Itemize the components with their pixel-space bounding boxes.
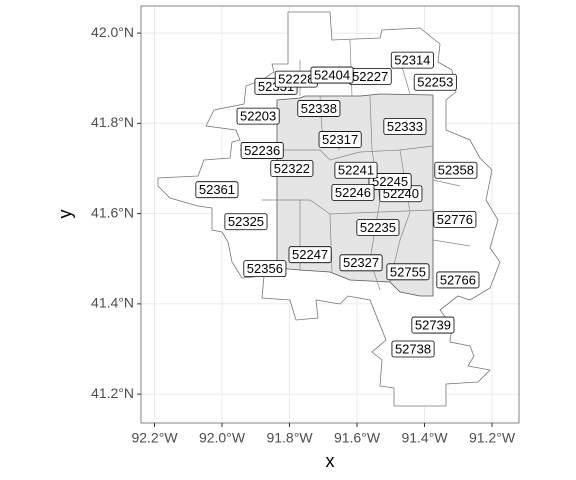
zip-label-box — [413, 73, 457, 91]
zip-label-text: 52314 — [394, 53, 430, 68]
zip-label: 52236 — [240, 142, 284, 159]
zip-label-text: 52356 — [247, 261, 283, 276]
zip-label: 52358 — [434, 161, 478, 179]
zip-label-text: 52253 — [417, 75, 453, 90]
y-tick-label: 41.6°N — [91, 204, 134, 220]
zip-label-box — [391, 340, 435, 358]
zip-label-box — [411, 316, 455, 334]
zip-label-text: 52317 — [322, 132, 358, 147]
zip-label-text: 52247 — [292, 247, 328, 262]
zip-label: 52317 — [318, 131, 362, 148]
zip-label-text: 52236 — [244, 143, 280, 158]
zip-label: 52245 — [368, 173, 412, 190]
zip-label-box — [334, 161, 378, 179]
zip-label-text: 52327 — [343, 255, 379, 270]
zip-label: 52738 — [391, 340, 435, 358]
zip-label: 52404 — [310, 66, 354, 84]
zip-label-text: 52235 — [360, 220, 396, 235]
x-axis-title: x — [326, 451, 335, 471]
zip-label-box — [386, 263, 430, 281]
zip-label-text: 52755 — [390, 264, 426, 279]
zip-label-box — [331, 183, 375, 201]
zip-label: 52739 — [411, 316, 455, 334]
zip-label-box — [243, 260, 287, 278]
zip-label-text: 52361 — [199, 182, 235, 197]
zip-label-box — [236, 107, 280, 125]
zip-label-box — [310, 66, 354, 84]
zip-label: 52325 — [224, 213, 268, 231]
zip-label: 52776 — [433, 211, 477, 228]
zip-label: 52356 — [243, 260, 287, 278]
x-tick-label: 92.0°W — [199, 430, 246, 446]
zip-label: 52241 — [334, 161, 378, 179]
zip-label: 52322 — [270, 160, 314, 177]
zip-label-box — [390, 51, 434, 69]
zip-label-text: 52738 — [395, 341, 431, 356]
zip-label: 52314 — [390, 51, 434, 69]
zip-label-text: 52358 — [438, 163, 474, 178]
zip-label-box — [224, 213, 268, 231]
zip-label: 52338 — [297, 100, 341, 117]
zip-label-box — [297, 100, 341, 117]
zip-label-text: 52246 — [335, 185, 371, 200]
zip-label: 52203 — [236, 107, 280, 125]
y-tick-label: 41.8°N — [91, 114, 134, 130]
zip-label-box — [383, 118, 427, 135]
zip-label-text: 52766 — [440, 272, 476, 287]
zip-label-box — [240, 142, 284, 159]
zip-label-text: 52203 — [240, 109, 276, 124]
zip-label: 52227 — [348, 68, 392, 85]
zip-label: 52333 — [383, 118, 427, 135]
zip-label: 52235 — [356, 219, 400, 236]
y-tick-label: 41.4°N — [91, 295, 134, 311]
zip-label-box — [434, 161, 478, 179]
zip-label: 52247 — [288, 246, 332, 264]
x-tick-label: 92.2°W — [131, 430, 178, 446]
zip-label-text: 52739 — [415, 318, 451, 333]
zip-label-box — [318, 131, 362, 148]
zip-label: 52766 — [436, 271, 480, 289]
x-tick-label: 91.8°W — [266, 430, 313, 446]
zip-label-text: 52404 — [314, 67, 350, 82]
zip-label: 52327 — [339, 254, 383, 272]
zip-label-text: 52776 — [437, 212, 473, 227]
zip-label-box — [195, 181, 239, 199]
y-tick-label: 41.2°N — [91, 385, 134, 401]
zip-label-box — [288, 246, 332, 264]
zip-label-text: 52227 — [352, 69, 388, 84]
zip-label: 52361 — [195, 181, 239, 199]
zip-label-text: 52245 — [372, 174, 408, 189]
zip-label: 52253 — [413, 73, 457, 91]
x-tick-label: 91.2°W — [469, 430, 516, 446]
x-tick-label: 91.6°W — [334, 430, 381, 446]
zip-label-box — [436, 271, 480, 289]
zip-label: 52755 — [386, 263, 430, 281]
zip-label-text: 52228 — [278, 72, 314, 87]
zip-label-box — [368, 173, 412, 190]
zip-label-box — [339, 254, 383, 272]
zip-label-text: 52241 — [338, 163, 374, 178]
zip-label-box — [356, 219, 400, 236]
zip-label-box — [270, 160, 314, 177]
x-tick-label: 91.4°W — [401, 430, 448, 446]
zip-label: 52246 — [331, 183, 375, 201]
panel-border — [140, 5, 520, 424]
zip-label-text: 52325 — [228, 214, 264, 229]
y-tick-label: 42.0°N — [91, 24, 134, 40]
zip-label-text: 52338 — [301, 101, 337, 116]
zip-label-text: 52322 — [274, 161, 310, 176]
zip-label-text: 52333 — [387, 119, 423, 134]
zip-label-box — [433, 211, 477, 228]
y-axis-title: y — [55, 210, 75, 219]
plot-layer: 5233152228522275240452314522535233852203… — [195, 51, 480, 358]
